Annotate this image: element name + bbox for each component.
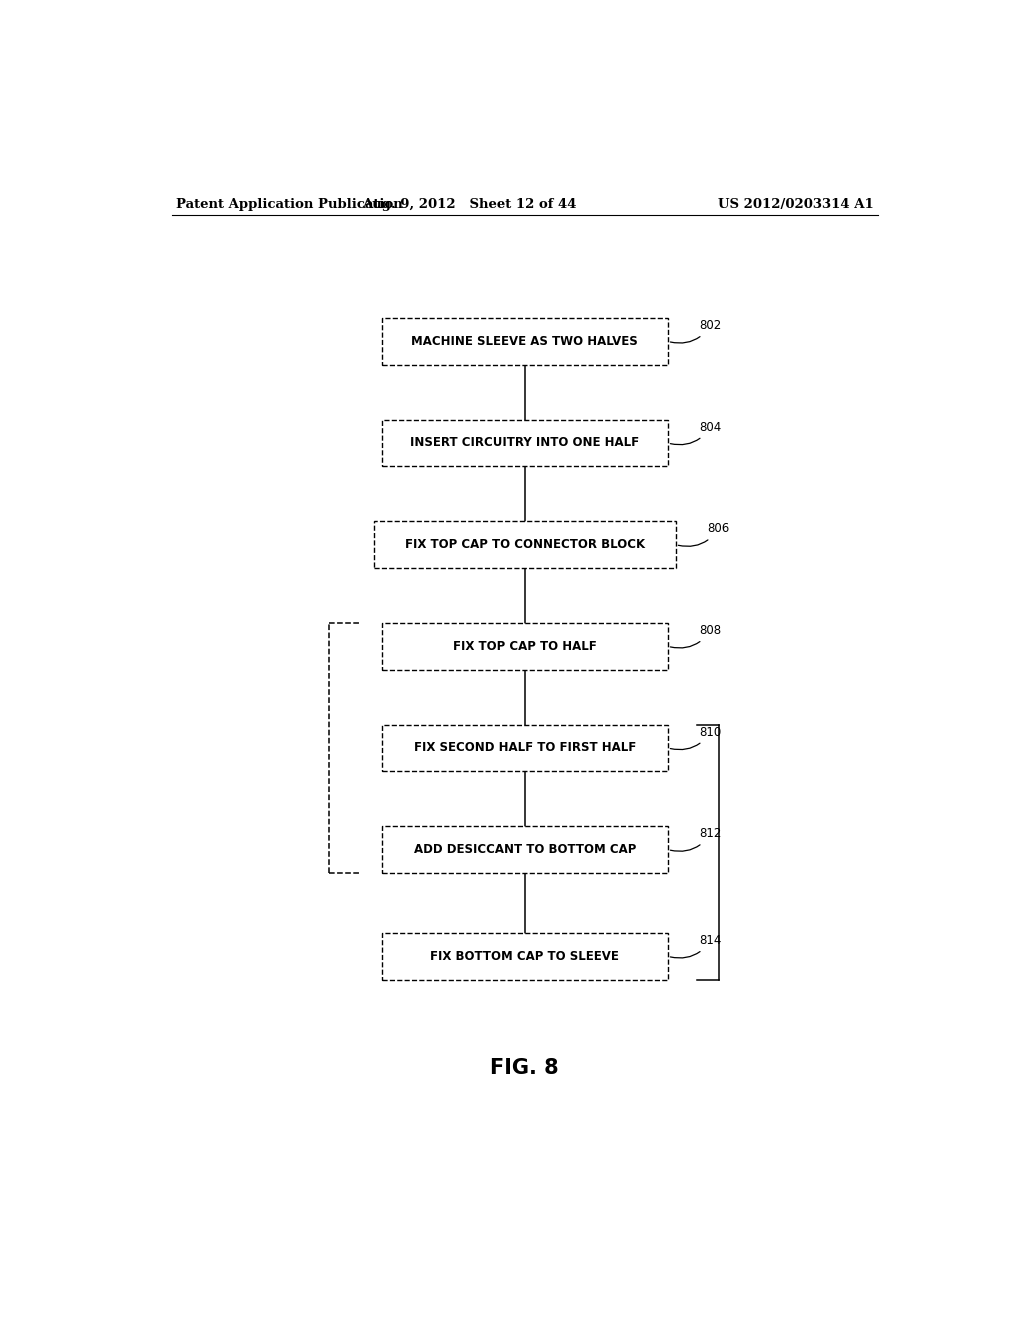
Text: US 2012/0203314 A1: US 2012/0203314 A1 (718, 198, 873, 211)
Text: 806: 806 (678, 523, 729, 546)
Text: 804: 804 (671, 421, 722, 445)
Text: ADD DESICCANT TO BOTTOM CAP: ADD DESICCANT TO BOTTOM CAP (414, 843, 636, 857)
Text: 810: 810 (671, 726, 722, 750)
FancyBboxPatch shape (382, 725, 668, 771)
Text: FIX SECOND HALF TO FIRST HALF: FIX SECOND HALF TO FIRST HALF (414, 742, 636, 755)
Text: 812: 812 (671, 828, 722, 851)
Text: FIX TOP CAP TO HALF: FIX TOP CAP TO HALF (453, 640, 597, 653)
Text: 814: 814 (671, 935, 722, 958)
Text: INSERT CIRCUITRY INTO ONE HALF: INSERT CIRCUITRY INTO ONE HALF (411, 437, 639, 450)
Text: Patent Application Publication: Patent Application Publication (176, 198, 402, 211)
Text: FIG. 8: FIG. 8 (490, 1059, 559, 1078)
FancyBboxPatch shape (382, 623, 668, 669)
Text: FIX TOP CAP TO CONNECTOR BLOCK: FIX TOP CAP TO CONNECTOR BLOCK (404, 539, 645, 552)
FancyBboxPatch shape (382, 420, 668, 466)
Text: MACHINE SLEEVE AS TWO HALVES: MACHINE SLEEVE AS TWO HALVES (412, 335, 638, 348)
FancyBboxPatch shape (382, 933, 668, 979)
FancyBboxPatch shape (374, 521, 676, 568)
Text: Aug. 9, 2012   Sheet 12 of 44: Aug. 9, 2012 Sheet 12 of 44 (362, 198, 577, 211)
Text: FIX BOTTOM CAP TO SLEEVE: FIX BOTTOM CAP TO SLEEVE (430, 950, 620, 962)
FancyBboxPatch shape (382, 826, 668, 873)
Text: 808: 808 (671, 624, 722, 648)
Text: 802: 802 (671, 319, 722, 343)
FancyBboxPatch shape (382, 318, 668, 364)
